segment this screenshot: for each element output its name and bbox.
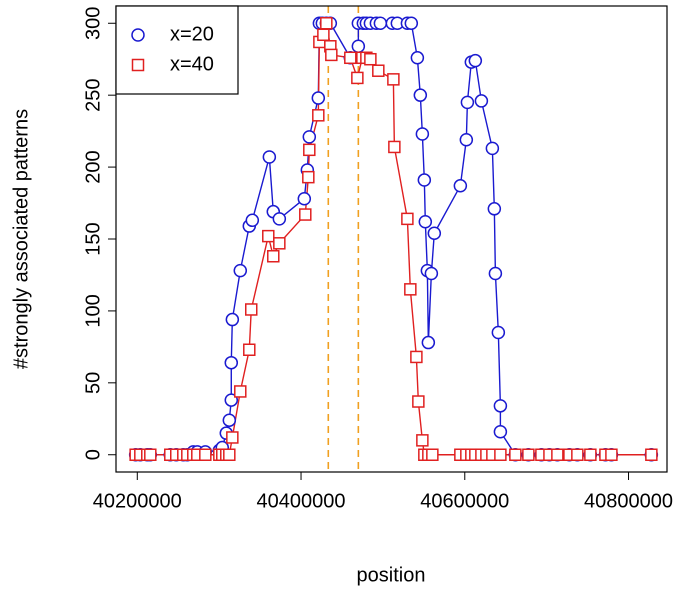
- y-tick-label: 200: [82, 150, 104, 183]
- marker: [487, 202, 502, 216]
- marker: [410, 350, 423, 364]
- marker: [372, 64, 385, 77]
- marker: [243, 343, 256, 356]
- legend-marker: [131, 28, 145, 42]
- marker: [491, 325, 506, 340]
- marker: [460, 95, 475, 110]
- marker: [144, 448, 157, 461]
- marker: [272, 212, 287, 226]
- marker: [225, 312, 240, 327]
- marker: [522, 448, 535, 461]
- x-tick-label: 40400000: [257, 490, 346, 512]
- y-axis-label: #strongly associated patterns: [10, 109, 32, 369]
- marker: [364, 52, 377, 66]
- marker: [426, 448, 439, 461]
- marker: [493, 424, 508, 439]
- marker: [401, 212, 414, 226]
- marker: [474, 94, 489, 108]
- x-tick-label: 40800000: [584, 490, 673, 512]
- marker: [485, 141, 500, 156]
- legend-box: [115, 5, 239, 95]
- legend-label: x=20: [170, 23, 214, 45]
- marker: [223, 448, 236, 461]
- marker: [410, 51, 425, 65]
- marker: [222, 413, 237, 427]
- marker: [199, 448, 212, 461]
- marker: [551, 448, 564, 461]
- marker: [417, 173, 432, 187]
- y-tick-label: 50: [82, 372, 104, 394]
- marker: [605, 448, 618, 461]
- marker: [509, 448, 522, 461]
- marker: [488, 266, 503, 281]
- marker: [262, 150, 277, 164]
- marker: [459, 133, 474, 147]
- marker: [421, 335, 436, 350]
- marker: [415, 127, 430, 141]
- marker: [351, 39, 366, 54]
- y-tick-label: 150: [82, 222, 104, 255]
- marker: [320, 17, 333, 30]
- marker: [234, 385, 247, 398]
- marker: [494, 448, 507, 461]
- marker: [302, 170, 315, 184]
- legend-label: x=40: [170, 53, 214, 75]
- marker: [453, 179, 468, 193]
- marker: [245, 303, 258, 316]
- marker: [312, 109, 325, 122]
- marker: [302, 130, 317, 144]
- marker: [427, 226, 442, 240]
- marker: [267, 250, 280, 263]
- marker: [468, 53, 483, 68]
- marker: [387, 73, 400, 86]
- marker: [233, 263, 248, 278]
- marker: [226, 431, 239, 444]
- marker: [412, 395, 425, 408]
- y-tick-label: 300: [82, 7, 104, 40]
- marker: [373, 16, 388, 31]
- marker: [351, 71, 364, 85]
- marker: [224, 355, 239, 370]
- marker: [325, 48, 338, 62]
- marker: [404, 283, 417, 296]
- marker: [645, 448, 658, 461]
- marker: [571, 448, 584, 461]
- y-tick-label: 100: [82, 294, 104, 327]
- legend-marker: [131, 58, 145, 72]
- marker: [416, 434, 429, 447]
- marker: [273, 237, 286, 250]
- marker: [493, 399, 508, 413]
- marker: [404, 16, 419, 31]
- plot-frame: [115, 5, 668, 473]
- marker: [317, 28, 330, 42]
- marker: [388, 140, 401, 154]
- y-tick-label: 250: [82, 78, 104, 111]
- marker: [245, 213, 260, 228]
- x-tick-label: 40600000: [420, 490, 509, 512]
- marker: [311, 91, 326, 105]
- marker: [418, 214, 433, 229]
- marker: [584, 448, 597, 461]
- marker: [424, 266, 439, 281]
- marker: [297, 191, 312, 206]
- y-tick-label: 0: [82, 449, 104, 460]
- marker: [303, 143, 316, 157]
- marker: [299, 208, 312, 221]
- x-tick-label: 40200000: [93, 490, 182, 512]
- marker: [344, 51, 357, 65]
- marker: [262, 229, 275, 243]
- marker: [413, 88, 428, 102]
- x-axis-label: position: [357, 564, 426, 586]
